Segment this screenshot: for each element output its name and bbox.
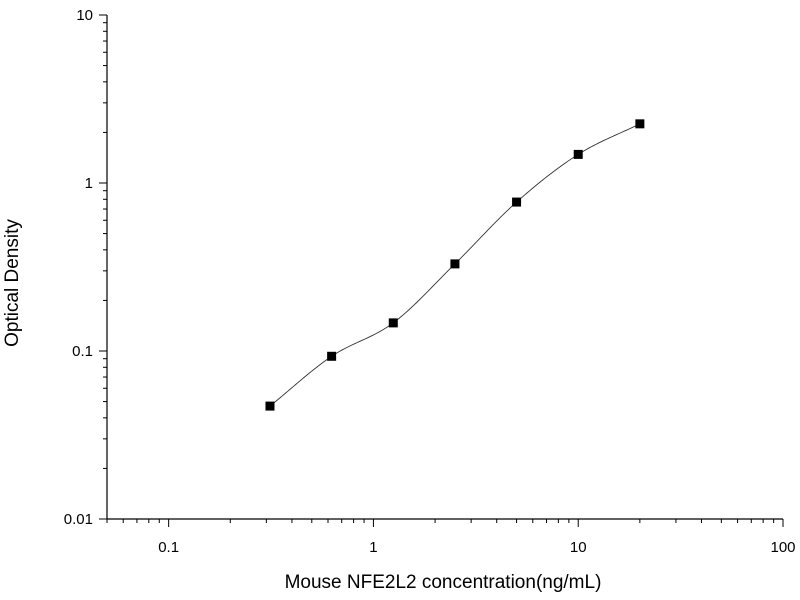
data-points — [265, 119, 645, 411]
data-point — [327, 351, 337, 361]
y-axis-tick-labels: 0.01 0.1 1 10 — [64, 7, 93, 528]
x-axis-ticks — [106, 519, 784, 527]
y-tick-label: 0.1 — [72, 343, 93, 360]
data-point — [512, 197, 522, 207]
x-axis-tick-labels: 0.1 1 10 100 — [158, 539, 795, 556]
data-point — [265, 401, 275, 411]
data-point — [388, 318, 398, 328]
data-point — [573, 149, 583, 159]
y-tick-label: 0.01 — [64, 511, 93, 528]
data-point — [450, 259, 460, 269]
x-tick-label: 10 — [570, 539, 587, 556]
axes — [106, 15, 783, 520]
y-tick-label: 1 — [85, 175, 93, 192]
x-tick-label: 0.1 — [158, 539, 179, 556]
y-axis-title: Optical Density — [2, 219, 23, 347]
x-axis-title: Mouse NFE2L2 concentration(ng/mL) — [285, 572, 602, 593]
y-tick-label: 10 — [76, 7, 93, 24]
x-tick-label: 100 — [770, 539, 795, 556]
data-point — [635, 119, 645, 129]
x-tick-label: 1 — [369, 539, 377, 556]
y-axis-ticks — [99, 14, 107, 520]
